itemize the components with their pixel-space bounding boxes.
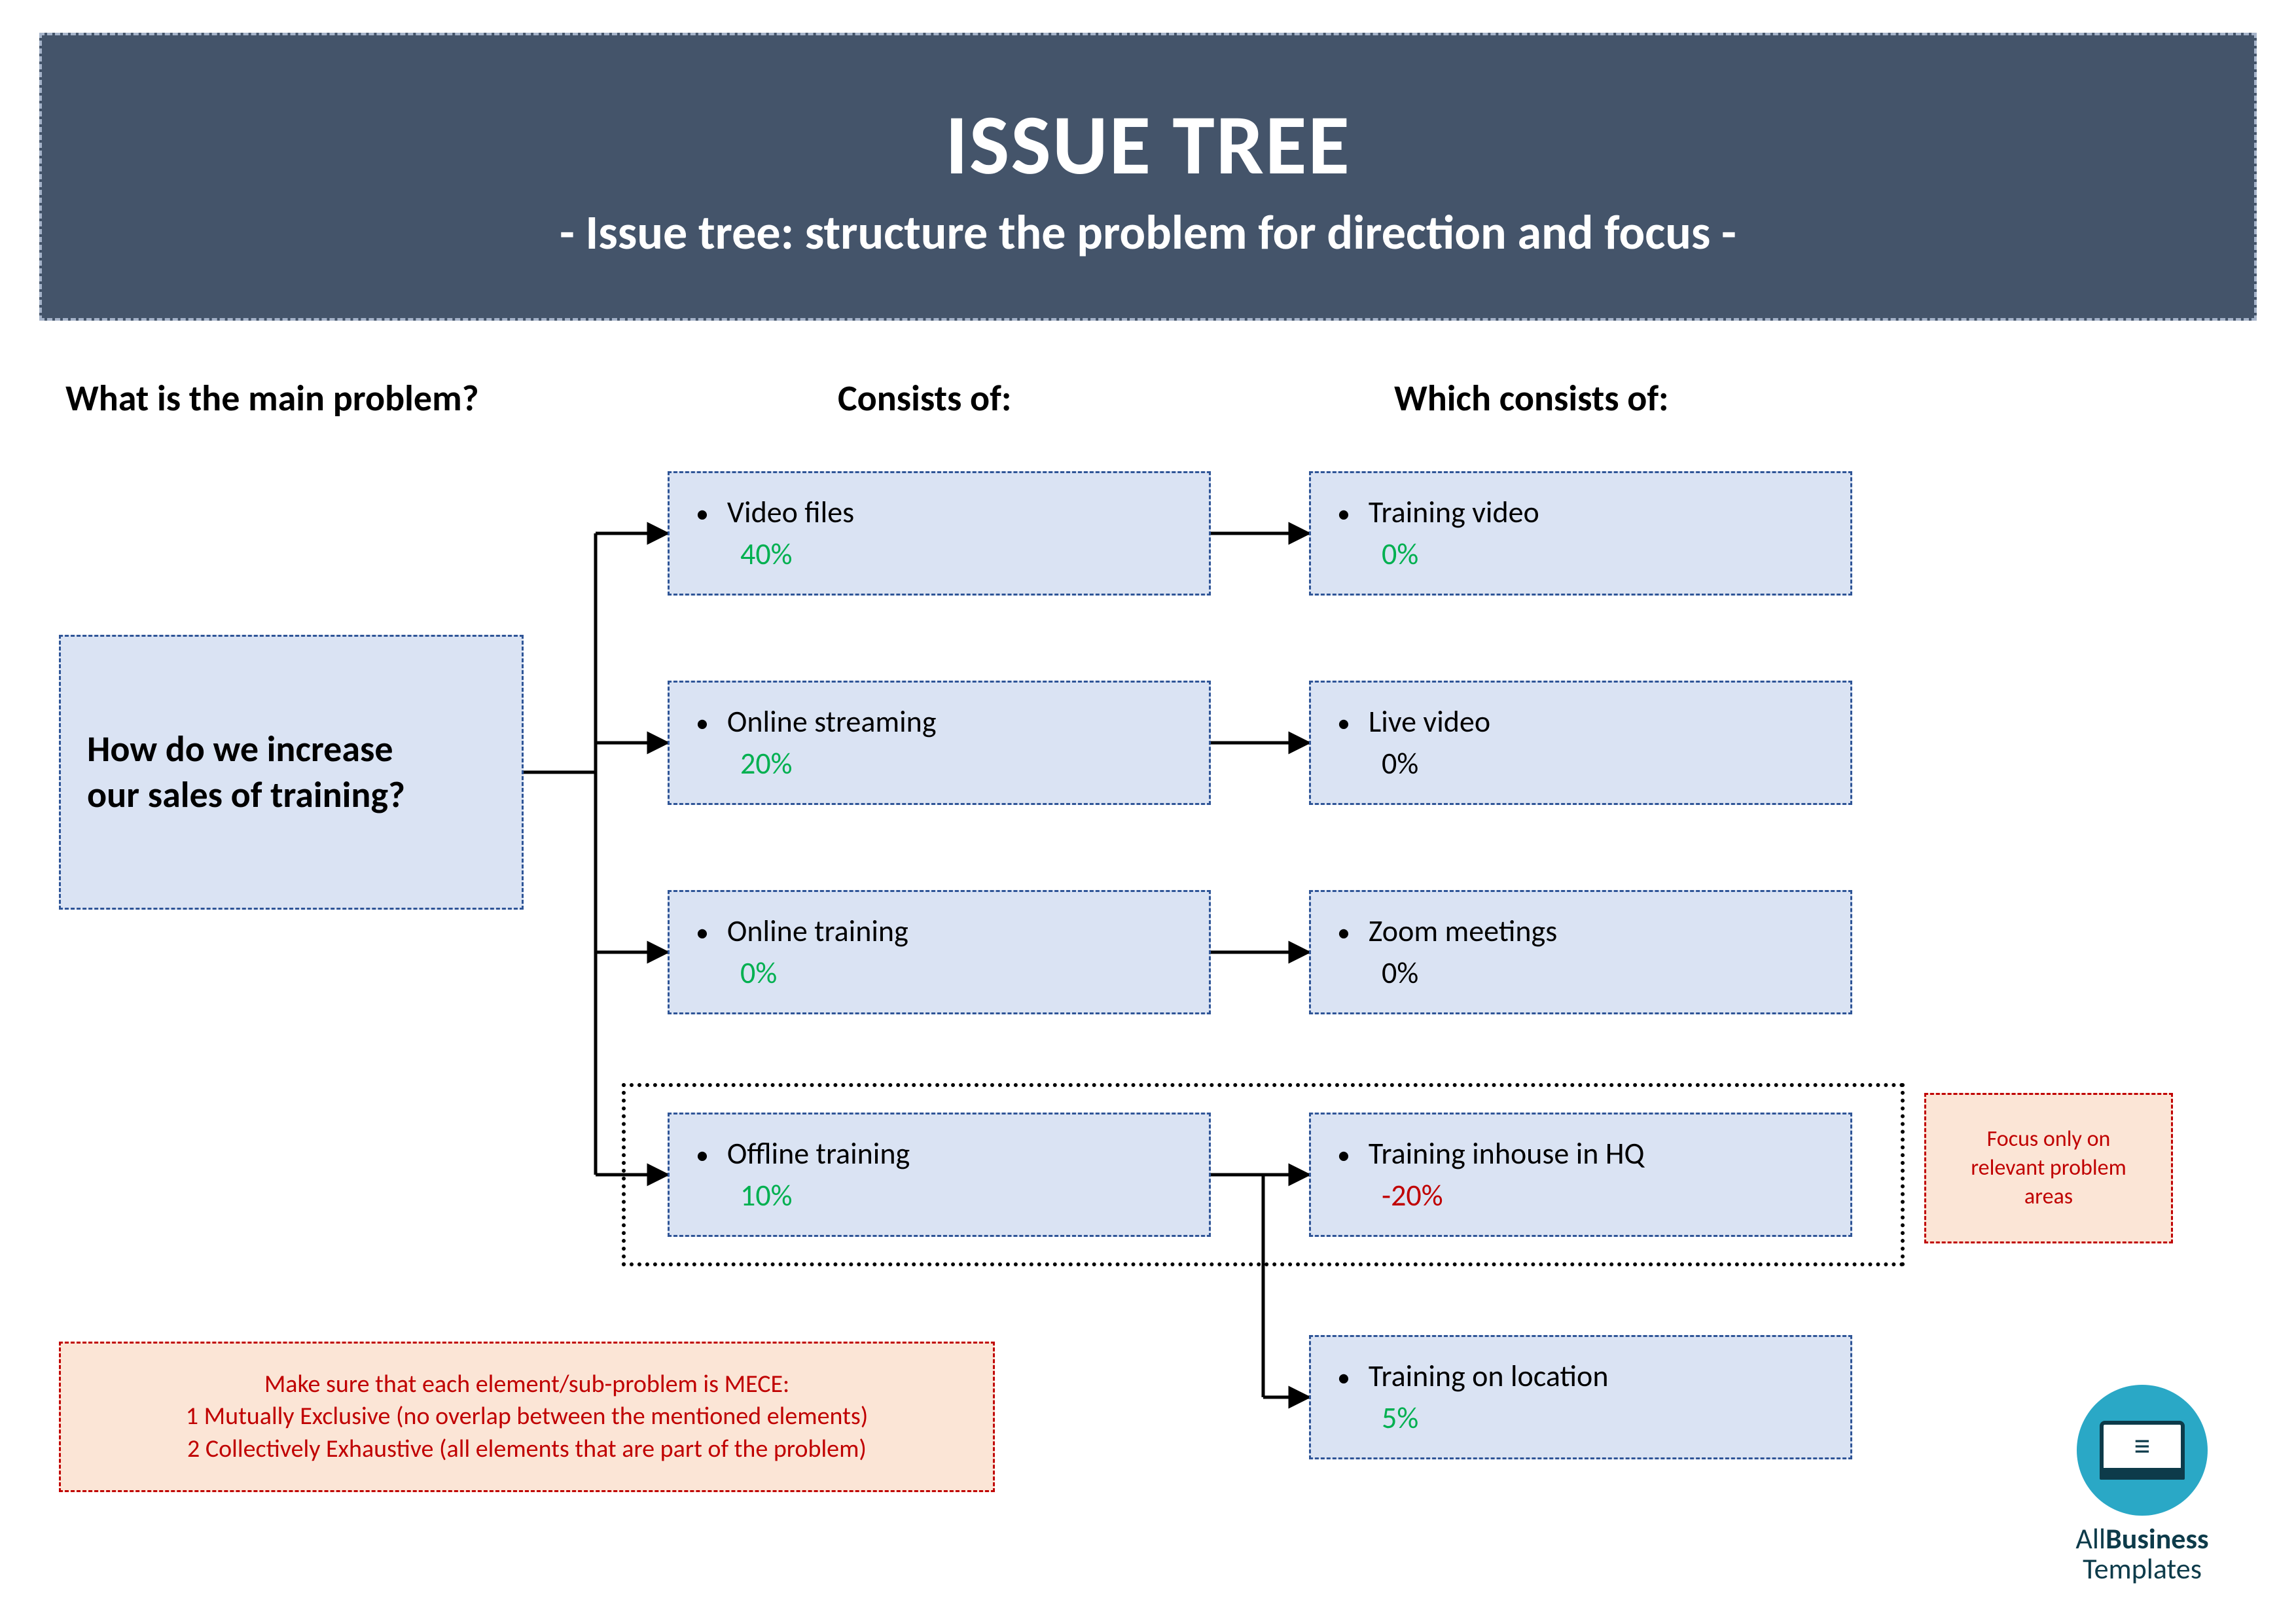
node-label-row: • Offline training <box>696 1135 1183 1172</box>
node-label: Live video <box>1369 704 1490 740</box>
node-label: Offline training <box>727 1135 910 1172</box>
bullet-icon: • <box>1337 710 1350 736</box>
column-heading-root: What is the main problem? <box>65 376 479 421</box>
header-banner: ISSUE TREE - Issue tree: structure the p… <box>39 33 2257 321</box>
node-label: Online training <box>727 913 908 950</box>
level2-node-2: • Zoom meetings 0% <box>1309 890 1852 1014</box>
node-label: Video files <box>727 494 854 531</box>
node-label-row: • Online streaming <box>696 704 1183 740</box>
node-label-row: • Online training <box>696 913 1183 950</box>
node-label: Training on location <box>1369 1358 1609 1395</box>
column-heading-level1: Consists of: <box>838 376 1011 421</box>
bullet-icon: • <box>696 501 709 527</box>
node-label: Online streaming <box>727 704 937 740</box>
level1-node-3: • Offline training 10% <box>668 1113 1211 1237</box>
level2-node-3: • Training inhouse in HQ -20% <box>1309 1113 1852 1237</box>
node-label-row: • Training on location <box>1337 1358 1824 1395</box>
node-percentage: 5% <box>1382 1400 1824 1436</box>
node-percentage: 0% <box>1382 745 1824 782</box>
bullet-icon: • <box>1337 1364 1350 1391</box>
node-percentage: 0% <box>1382 955 1824 991</box>
brand-logo: AllBusiness AllBusiness Templates <box>2041 1385 2244 1584</box>
column-heading-level2: Which consists of: <box>1394 376 1669 421</box>
bullet-icon: • <box>696 919 709 946</box>
note-focus: Focus only onrelevant problemareas <box>1924 1093 2173 1243</box>
node-percentage: 0% <box>1382 536 1824 573</box>
level2-node-4: • Training on location 5% <box>1309 1335 1852 1459</box>
note-line: Make sure that each element/sub-problem … <box>264 1368 789 1400</box>
node-percentage: 20% <box>740 745 1183 782</box>
logo-circle-icon <box>2077 1385 2208 1516</box>
node-label-row: • Zoom meetings <box>1337 913 1824 950</box>
node-label: Zoom meetings <box>1369 913 1557 950</box>
root-node-line: How do we increase <box>87 726 495 772</box>
node-percentage: 10% <box>740 1177 1183 1214</box>
node-label-row: • Training inhouse in HQ <box>1337 1135 1824 1172</box>
note-line: areas <box>2024 1183 2073 1211</box>
node-label-row: • Training video <box>1337 494 1824 531</box>
level1-node-1: • Online streaming 20% <box>668 681 1211 805</box>
bullet-icon: • <box>696 710 709 736</box>
root-node-line: our sales of training? <box>87 772 495 818</box>
bullet-icon: • <box>1337 1142 1350 1168</box>
node-percentage: 40% <box>740 536 1183 573</box>
laptop-icon <box>2100 1421 2185 1480</box>
node-percentage: -20% <box>1382 1177 1824 1214</box>
root-node: How do we increaseour sales of training? <box>59 635 524 910</box>
node-label-row: • Video files <box>696 494 1183 531</box>
note-line: Focus only on <box>1987 1125 2111 1154</box>
bullet-icon: • <box>1337 501 1350 527</box>
note-mece: Make sure that each element/sub-problem … <box>59 1342 995 1492</box>
bullet-icon: • <box>696 1142 709 1168</box>
brand-text: AllBusiness AllBusiness Templates <box>2075 1524 2208 1584</box>
page-subtitle: - Issue tree: structure the problem for … <box>560 203 1736 262</box>
level2-node-1: • Live video 0% <box>1309 681 1852 805</box>
page-title: ISSUE TREE <box>945 92 1351 196</box>
note-line: 2 Collectively Exhaustive (all elements … <box>187 1433 867 1465</box>
node-label-row: • Live video <box>1337 704 1824 740</box>
node-percentage: 0% <box>740 955 1183 991</box>
note-line: relevant problem <box>1971 1154 2126 1183</box>
note-line: 1 Mutually Exclusive (no overlap between… <box>186 1400 868 1433</box>
level1-node-0: • Video files 40% <box>668 471 1211 596</box>
node-label: Training inhouse in HQ <box>1369 1135 1645 1172</box>
node-label: Training video <box>1369 494 1539 531</box>
bullet-icon: • <box>1337 919 1350 946</box>
level1-node-2: • Online training 0% <box>668 890 1211 1014</box>
level2-node-0: • Training video 0% <box>1309 471 1852 596</box>
brand-line2: Templates <box>2083 1551 2202 1586</box>
